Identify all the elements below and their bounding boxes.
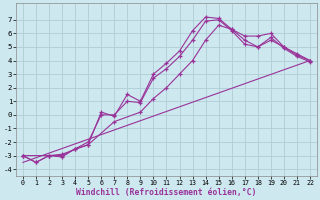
X-axis label: Windchill (Refroidissement éolien,°C): Windchill (Refroidissement éolien,°C): [76, 188, 257, 197]
